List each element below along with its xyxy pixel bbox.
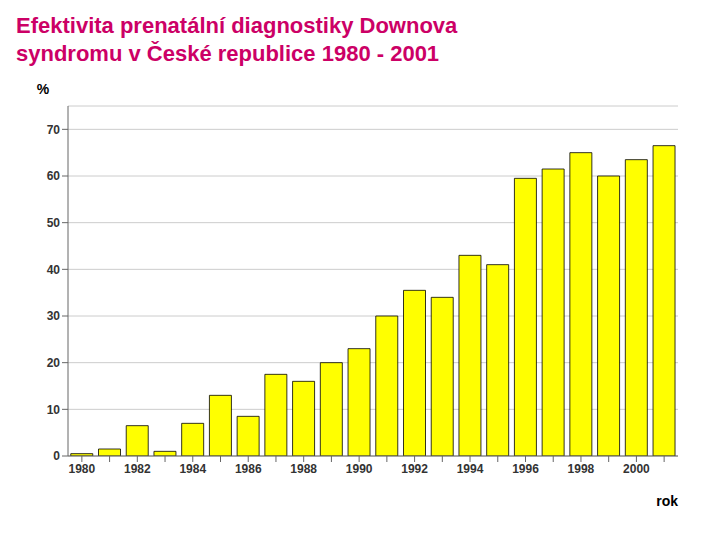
svg-text:1988: 1988 [290,462,317,476]
svg-text:1992: 1992 [401,462,428,476]
svg-text:%: % [37,81,50,97]
svg-text:30: 30 [47,309,61,323]
svg-text:20: 20 [47,356,61,370]
svg-text:70: 70 [47,123,61,137]
svg-text:50: 50 [47,216,61,230]
svg-text:1998: 1998 [568,462,595,476]
html-text:syndromu v České republice 198: syndromu v České republice 1980 - 2001 [16,41,440,66]
svg-text:1994: 1994 [457,462,484,476]
svg-text:1982: 1982 [124,462,151,476]
svg-text:1996: 1996 [512,462,539,476]
svg-text:1980: 1980 [69,462,96,476]
svg-text:rok: rok [656,493,678,509]
html-text:Efektivita prenatální diagnost: Efektivita prenatální diagnostiky Downov… [16,13,458,38]
svg-text:40: 40 [47,263,61,277]
svg-text:1986: 1986 [235,462,262,476]
svg-text:2000: 2000 [623,462,650,476]
svg-text:10: 10 [47,403,61,417]
svg-text:1990: 1990 [346,462,373,476]
svg-text:1984: 1984 [179,462,206,476]
svg-text:0: 0 [53,449,60,463]
svg-text:60: 60 [47,169,61,183]
